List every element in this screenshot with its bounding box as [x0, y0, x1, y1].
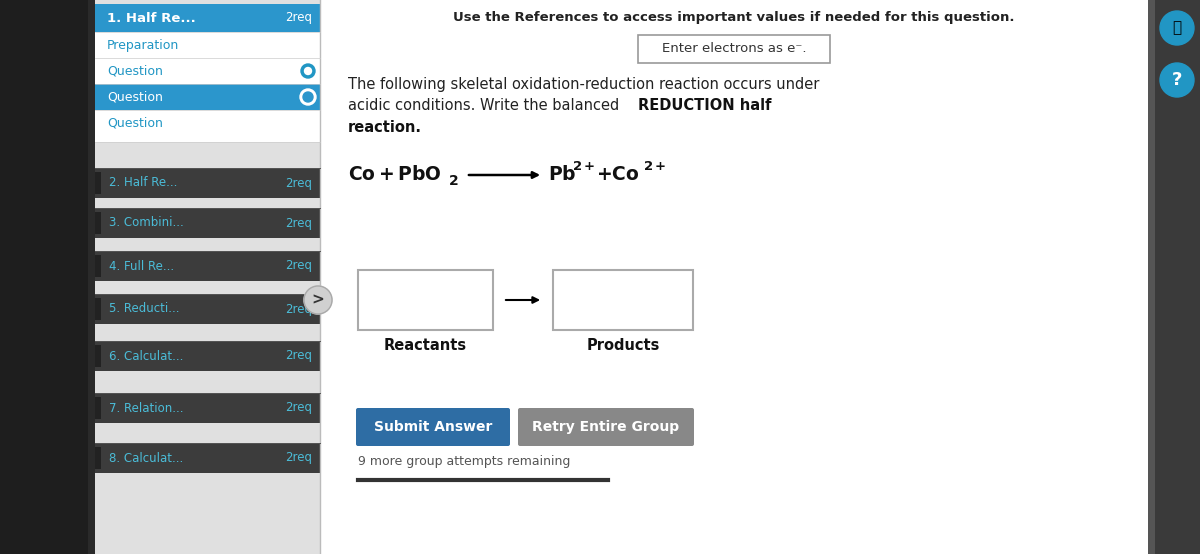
Text: 2req: 2req: [286, 177, 312, 189]
Bar: [553, 270, 694, 330]
Text: 2. Half Re...: 2. Half Re...: [109, 177, 178, 189]
Text: Use the References to access important values if needed for this question.: Use the References to access important v…: [454, 12, 1015, 24]
Text: reaction.: reaction.: [348, 120, 422, 135]
Text: 9 more group attempts remaining: 9 more group attempts remaining: [358, 455, 570, 469]
Text: Question: Question: [107, 116, 163, 130]
Bar: [95, 341, 320, 371]
Bar: [358, 270, 493, 330]
Text: 2req: 2req: [286, 402, 312, 414]
Text: $\mathbf{2}$: $\mathbf{2}$: [448, 174, 458, 188]
Text: 2req: 2req: [286, 259, 312, 273]
Text: $\mathbf{Pb}$: $\mathbf{Pb}$: [548, 166, 576, 184]
Bar: [95, 212, 101, 234]
Bar: [1154, 0, 1200, 554]
Text: Question: Question: [107, 64, 163, 78]
Circle shape: [1160, 11, 1194, 45]
Circle shape: [305, 68, 312, 74]
Bar: [95, 345, 101, 367]
Bar: [95, 0, 320, 554]
Bar: [95, 393, 320, 423]
FancyBboxPatch shape: [518, 408, 694, 446]
Text: acidic conditions. Write the balanced: acidic conditions. Write the balanced: [348, 99, 624, 114]
Bar: [95, 32, 320, 142]
Text: REDUCTION half: REDUCTION half: [638, 99, 772, 114]
Text: 2req: 2req: [286, 350, 312, 362]
Text: Products: Products: [587, 338, 660, 353]
Text: 2req: 2req: [286, 12, 312, 24]
Text: The following skeletal oxidation-reduction reaction occurs under: The following skeletal oxidation-reducti…: [348, 78, 820, 93]
Bar: [95, 4, 320, 32]
Text: Submit Answer: Submit Answer: [374, 420, 492, 434]
Text: $\mathbf{+ Co}$: $\mathbf{+ Co}$: [596, 166, 640, 184]
Text: 8. Calculat...: 8. Calculat...: [109, 452, 184, 464]
FancyBboxPatch shape: [638, 35, 830, 63]
Circle shape: [301, 64, 314, 78]
Text: 2req: 2req: [286, 452, 312, 464]
Bar: [95, 294, 320, 324]
Text: ?: ?: [1172, 71, 1182, 89]
Bar: [95, 172, 101, 194]
Bar: [95, 447, 101, 469]
Bar: [1148, 0, 1154, 554]
Bar: [95, 443, 320, 473]
Bar: [95, 251, 320, 281]
Text: $\mathbf{2+}$: $\mathbf{2+}$: [643, 161, 666, 173]
Bar: [95, 84, 320, 110]
Text: Retry Entire Group: Retry Entire Group: [533, 420, 679, 434]
FancyBboxPatch shape: [356, 408, 510, 446]
Circle shape: [302, 92, 313, 102]
Text: 6. Calculat...: 6. Calculat...: [109, 350, 184, 362]
Text: >: >: [312, 293, 324, 307]
Text: Reactants: Reactants: [384, 338, 467, 353]
Text: 5. Reducti...: 5. Reducti...: [109, 302, 180, 315]
Bar: [95, 255, 101, 277]
Text: 7. Relation...: 7. Relation...: [109, 402, 184, 414]
Text: 1. Half Re...: 1. Half Re...: [107, 12, 196, 24]
Bar: [95, 168, 320, 198]
Text: 🎧: 🎧: [1172, 20, 1182, 35]
Circle shape: [304, 286, 332, 314]
Text: Enter electrons as e⁻.: Enter electrons as e⁻.: [661, 43, 806, 55]
Bar: [320, 0, 1148, 554]
Text: 4. Full Re...: 4. Full Re...: [109, 259, 174, 273]
Text: 3. Combini...: 3. Combini...: [109, 217, 184, 229]
Circle shape: [1160, 63, 1194, 97]
Text: Question: Question: [107, 90, 163, 104]
Bar: [95, 298, 101, 320]
Text: 2req: 2req: [286, 302, 312, 315]
Text: Preparation: Preparation: [107, 38, 179, 52]
Text: 2req: 2req: [286, 217, 312, 229]
Bar: [0, 0, 95, 554]
Bar: [88, 0, 95, 554]
Bar: [95, 208, 320, 238]
Text: $\mathbf{2+}$: $\mathbf{2+}$: [572, 161, 595, 173]
Bar: [95, 397, 101, 419]
Circle shape: [300, 89, 316, 105]
Text: $\mathbf{Co + PbO}$: $\mathbf{Co + PbO}$: [348, 166, 442, 184]
